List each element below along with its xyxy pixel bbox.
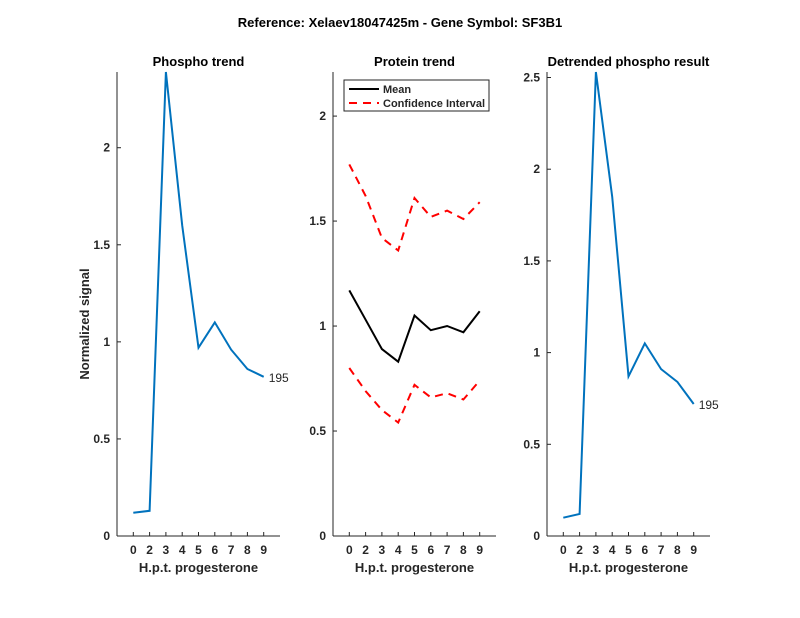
- series-line-mean: [348, 289, 481, 364]
- y-tick-label: 1.5: [523, 254, 540, 268]
- x-tick-label: 9: [690, 543, 697, 557]
- x-tick-label: 2: [146, 543, 153, 557]
- subplot-title: Protein trend: [374, 54, 455, 69]
- legend-label: Confidence Interval: [383, 98, 485, 110]
- x-tick-label: 0: [130, 543, 137, 557]
- x-tick-label: 4: [179, 543, 186, 557]
- y-axis-label: Normalized signal: [77, 268, 92, 379]
- x-tick-label: 3: [163, 543, 170, 557]
- x-tick-label: 3: [593, 543, 600, 557]
- x-axis-label: H.p.t. progesterone: [139, 560, 258, 575]
- x-tick-label: 7: [658, 543, 665, 557]
- y-tick-label: 0: [533, 529, 540, 543]
- x-tick-label: 4: [395, 543, 402, 557]
- x-tick-label: 7: [444, 543, 451, 557]
- x-tick-label: 8: [244, 543, 251, 557]
- y-tick-label: 2: [533, 162, 540, 176]
- y-tick-label: 0.5: [93, 432, 110, 446]
- y-tick-label: 2: [319, 109, 326, 123]
- x-tick-label: 2: [362, 543, 369, 557]
- y-tick-label: 0.5: [309, 424, 326, 438]
- x-tick-label: 5: [625, 543, 632, 557]
- point-annotation: 195: [699, 398, 719, 412]
- point-annotation: 195: [269, 371, 289, 385]
- subplot-title: Phospho trend: [153, 54, 245, 69]
- y-tick-label: 1.5: [93, 238, 110, 252]
- x-tick-label: 3: [379, 543, 386, 557]
- x-axis-label: H.p.t. progesterone: [355, 560, 474, 575]
- legend-label: Mean: [383, 84, 411, 96]
- legend-box: [343, 79, 490, 112]
- y-tick-label: 2: [103, 141, 110, 155]
- x-tick-label: 6: [211, 543, 218, 557]
- x-tick-label: 8: [674, 543, 681, 557]
- y-tick-label: 1: [319, 319, 326, 333]
- y-tick-label: 1.5: [309, 214, 326, 228]
- x-tick-label: 7: [228, 543, 235, 557]
- y-tick-label: 0.5: [523, 437, 540, 451]
- series-line-phospho: [133, 71, 265, 514]
- legend: Mean Confidence Interval: [343, 79, 490, 112]
- x-tick-label: 0: [346, 543, 353, 557]
- x-tick-label: 0: [560, 543, 567, 557]
- series-line-confidence-interval-upper: [348, 163, 481, 253]
- x-axis-label: H.p.t. progesterone: [569, 560, 688, 575]
- y-tick-label: 1: [533, 346, 540, 360]
- series-line-detrended: [563, 71, 695, 519]
- y-tick-label: 2.5: [523, 71, 540, 85]
- x-tick-label: 9: [260, 543, 267, 557]
- y-tick-label: 0: [319, 529, 326, 543]
- y-tick-label: 1: [103, 335, 110, 349]
- x-tick-label: 9: [476, 543, 483, 557]
- x-tick-label: 5: [411, 543, 418, 557]
- x-tick-label: 8: [460, 543, 467, 557]
- series-line-confidence-interval-lower: [348, 367, 481, 425]
- x-tick-label: 2: [576, 543, 583, 557]
- subplot-title: Detrended phospho result: [548, 54, 710, 69]
- x-tick-label: 5: [195, 543, 202, 557]
- x-tick-label: 6: [427, 543, 434, 557]
- x-tick-label: 4: [609, 543, 616, 557]
- figure-suptitle: Reference: Xelaev18047425m - Gene Symbol…: [238, 15, 562, 30]
- x-tick-label: 6: [641, 543, 648, 557]
- y-tick-label: 0: [103, 529, 110, 543]
